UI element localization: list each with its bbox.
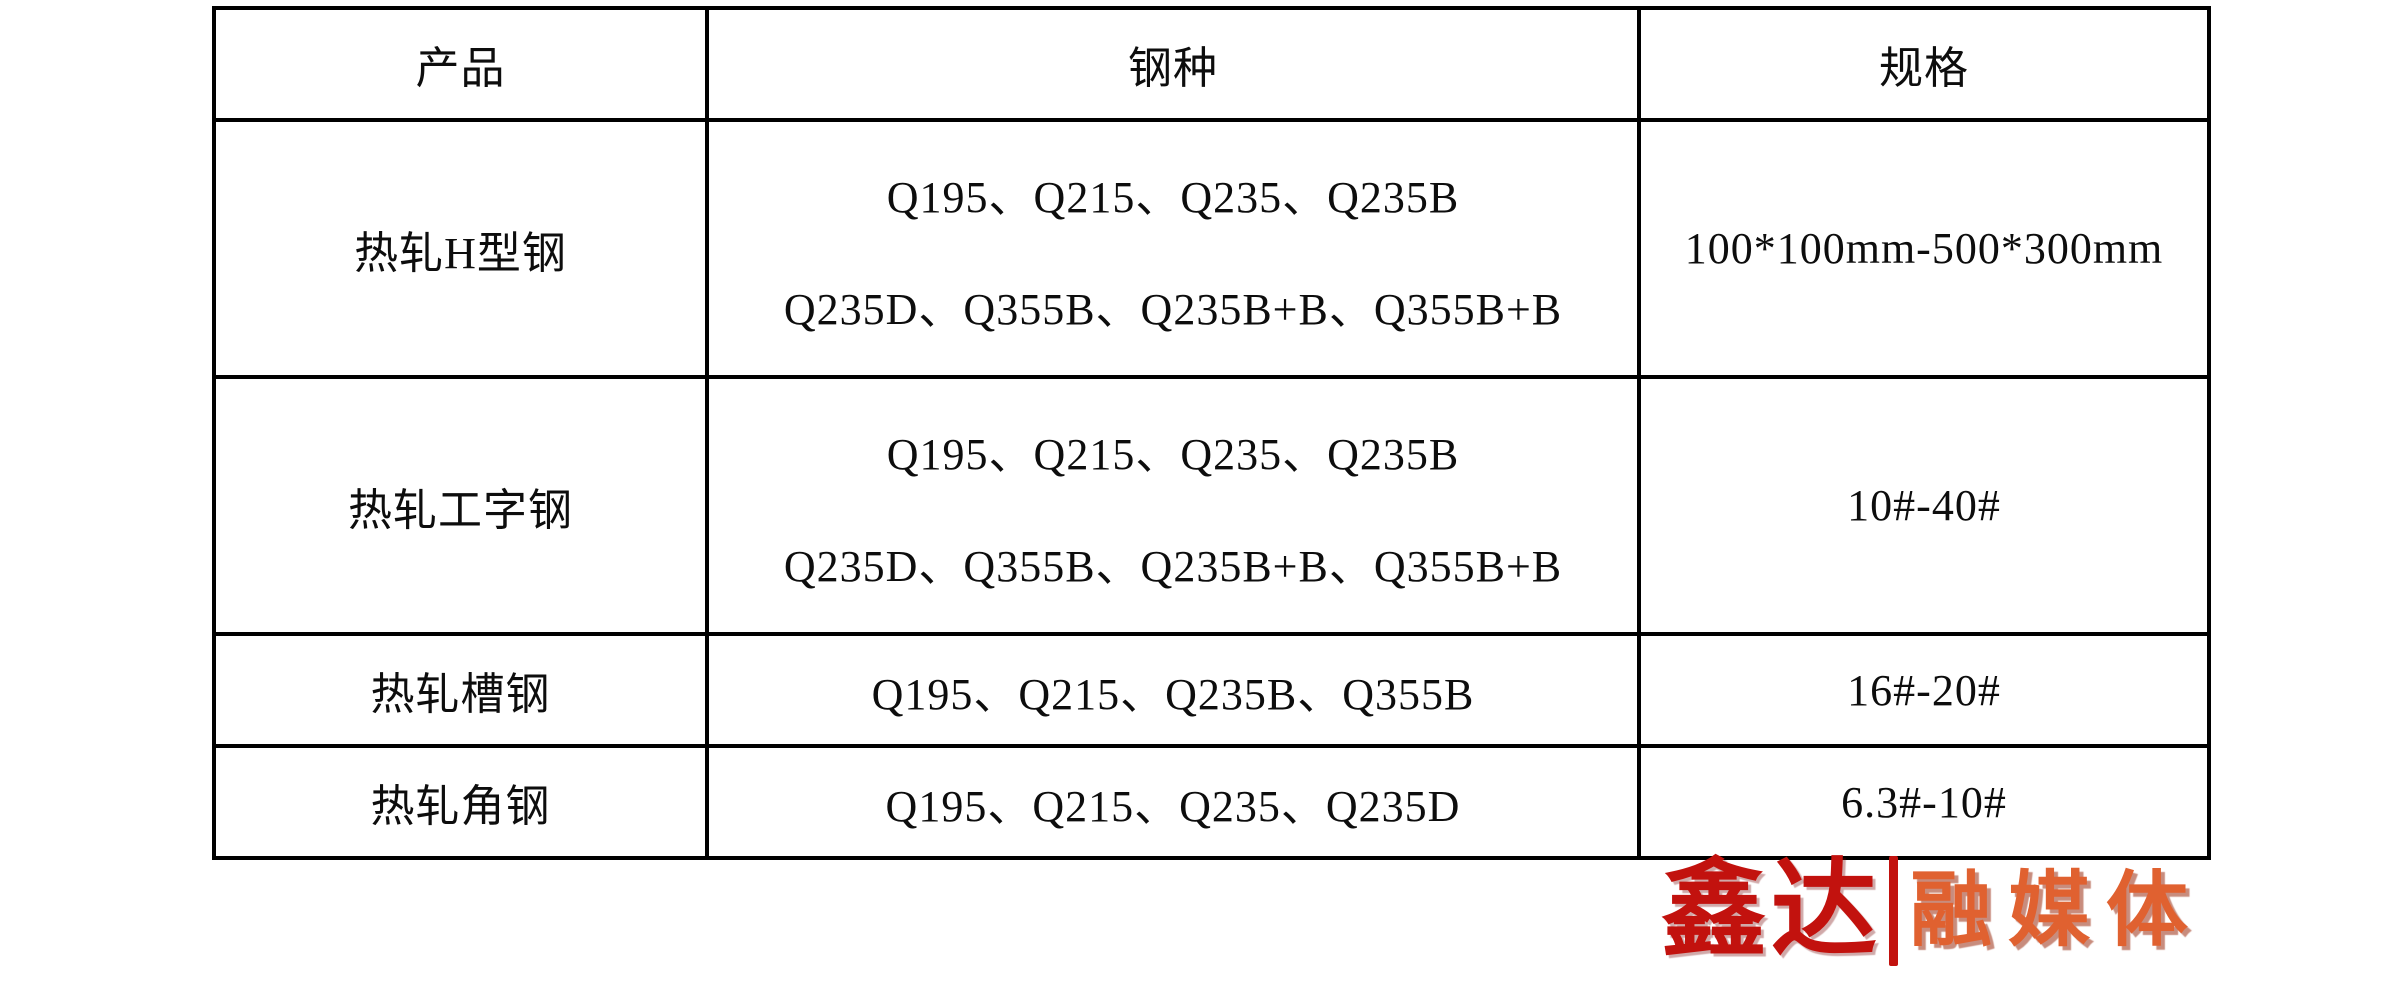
cell-spec: 16#-20# <box>1637 632 2211 748</box>
steel-grades-line2: Q235D、Q355B、Q235B+B、Q355B+B <box>783 284 1563 334</box>
cell-product: 热轧角钢 <box>212 744 709 860</box>
cell-steel-grades: Q195、Q215、Q235、Q235B Q235D、Q355B、Q235B+B… <box>705 118 1641 379</box>
cell-product: 热轧槽钢 <box>212 632 709 748</box>
table-header-row: 产品 钢种 规格 <box>212 6 2211 122</box>
xinda-media-logo: 鑫达 融媒体 <box>1661 856 2204 966</box>
logo-brand-text: 鑫达 <box>1660 852 1881 969</box>
logo-suffix-text: 融媒体 <box>1909 865 2204 956</box>
cell-spec: 100*100mm-500*300mm <box>1637 118 2211 379</box>
table-row: 热轧工字钢 Q195、Q215、Q235、Q235B Q235D、Q355B、Q… <box>212 375 2211 636</box>
table-row: 热轧角钢 Q195、Q215、Q235、Q235D 6.3#-10# <box>212 744 2211 860</box>
cell-steel-grades: Q195、Q215、Q235、Q235D <box>705 744 1641 860</box>
cell-steel-grades: Q195、Q215、Q235B、Q355B <box>705 632 1641 748</box>
cell-steel-grades: Q195、Q215、Q235、Q235B Q235D、Q355B、Q235B+B… <box>705 375 1641 636</box>
logo-divider-bar <box>1888 856 1898 966</box>
header-steel-grade: 钢种 <box>705 6 1641 122</box>
table-row: 热轧槽钢 Q195、Q215、Q235B、Q355B 16#-20# <box>212 632 2211 748</box>
header-spec: 规格 <box>1637 6 2211 122</box>
cell-spec: 6.3#-10# <box>1637 744 2211 860</box>
steel-grades-line1: Q195、Q215、Q235、Q235B <box>886 429 1460 479</box>
cell-product: 热轧工字钢 <box>212 375 709 636</box>
table-row: 热轧H型钢 Q195、Q215、Q235、Q235B Q235D、Q355B、Q… <box>212 118 2211 379</box>
steel-grades-line1: Q195、Q215、Q235、Q235B <box>886 172 1460 222</box>
cell-spec: 10#-40# <box>1637 375 2211 636</box>
steel-grades-line2: Q235D、Q355B、Q235B+B、Q355B+B <box>783 541 1563 591</box>
steel-products-table: 产品 钢种 规格 热轧H型钢 Q195、Q215、Q235、Q235B Q235… <box>212 6 2211 860</box>
cell-product: 热轧H型钢 <box>212 118 709 379</box>
header-product: 产品 <box>212 6 709 122</box>
